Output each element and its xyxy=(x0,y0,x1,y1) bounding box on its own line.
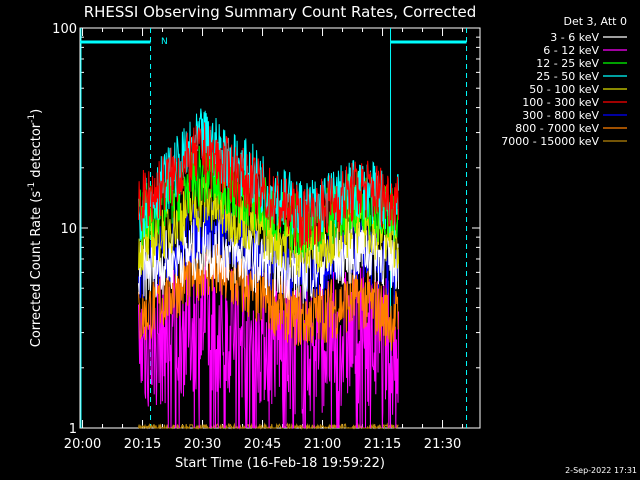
legend-title: Det 3, Att 0 xyxy=(564,15,628,28)
legend-label: 7000 - 15000 keV xyxy=(501,135,599,148)
legend-label: 12 - 25 keV xyxy=(536,57,599,70)
plot-area: 20:00 20:15 20:30 20:45 21:00 21:15 21:30 1 10 10… xyxy=(52,22,481,452)
date-stamp: 2-Sep-2022 17:31 xyxy=(565,466,637,475)
series-line xyxy=(138,422,399,430)
chart-title: RHESSI Observing Summary Count Rates, Co… xyxy=(84,3,477,21)
legend-label: 25 - 50 keV xyxy=(536,70,599,83)
x-tick-label: 21:00 xyxy=(304,437,341,452)
legend-label: 100 - 300 keV xyxy=(522,96,599,109)
y-tick-label: 1 xyxy=(69,422,77,437)
legend-label: 50 - 100 keV xyxy=(529,83,599,96)
legend-label: 300 - 800 keV xyxy=(522,109,599,122)
x-tick-label: 20:45 xyxy=(244,437,281,452)
x-tick-label: 21:30 xyxy=(424,437,461,452)
series-line xyxy=(138,122,399,251)
y-tick-label: 10 xyxy=(60,222,77,237)
x-tick-label: 21:15 xyxy=(364,437,401,452)
x-tick-label: 20:00 xyxy=(64,437,101,452)
legend-label: 6 - 12 keV xyxy=(543,44,599,57)
y-axis-label: Corrected Count Rate (s-1 detector-1) xyxy=(27,109,44,347)
legend-label: 800 - 7000 keV xyxy=(515,122,599,135)
y-tick-label: 100 xyxy=(52,22,77,37)
night-label: N xyxy=(161,37,168,47)
x-tick-label: 20:15 xyxy=(124,437,161,452)
x-tick-label: 20:30 xyxy=(184,437,221,452)
x-axis-label: Start Time (16-Feb-18 19:59:22) xyxy=(175,456,385,471)
legend-label: 3 - 6 keV xyxy=(550,31,599,44)
